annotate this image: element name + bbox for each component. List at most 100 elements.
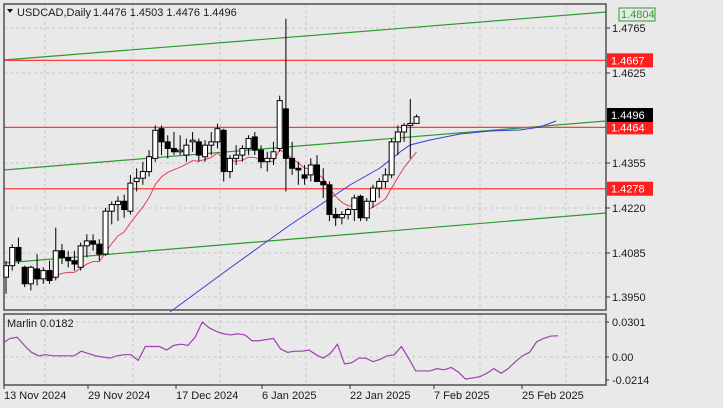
level-price-badge — [607, 181, 653, 196]
channel-middle-line[interactable] — [3, 120, 607, 171]
candle-body — [77, 245, 84, 268]
candle[interactable] — [282, 18, 289, 192]
indicator-tick-label: -0.0214 — [612, 375, 649, 387]
candle[interactable] — [83, 234, 90, 258]
candle[interactable] — [158, 125, 165, 156]
candle[interactable] — [388, 138, 395, 179]
candle[interactable] — [314, 155, 320, 182]
current-price-badge — [607, 108, 653, 122]
candle[interactable] — [21, 265, 28, 288]
main-pane — [4, 4, 606, 310]
candle[interactable] — [77, 242, 84, 271]
candle[interactable] — [96, 239, 103, 261]
marlin-line — [2, 321, 559, 380]
candle-body — [413, 116, 420, 124]
candle[interactable] — [239, 145, 246, 162]
candle[interactable] — [214, 123, 221, 149]
candle-body — [233, 154, 240, 159]
candle[interactable] — [233, 145, 240, 165]
candle[interactable] — [40, 267, 47, 284]
candle-body — [351, 197, 358, 211]
candle[interactable] — [357, 194, 364, 222]
candle-body — [332, 213, 339, 219]
candle-body — [127, 182, 134, 212]
candle-body — [177, 149, 184, 153]
candle[interactable] — [146, 150, 153, 177]
candle-body — [289, 157, 296, 169]
candle[interactable] — [295, 161, 302, 185]
candle[interactable] — [345, 207, 352, 220]
candle-body — [90, 240, 97, 245]
candle[interactable] — [245, 135, 252, 156]
candle[interactable] — [108, 201, 115, 225]
candle-body — [320, 180, 327, 186]
candle[interactable] — [71, 250, 78, 271]
candle[interactable] — [34, 254, 41, 286]
triangle-down-icon[interactable] — [7, 9, 13, 13]
candle-body — [121, 200, 128, 211]
candle[interactable] — [15, 237, 22, 264]
candle[interactable] — [226, 155, 233, 179]
candle[interactable] — [121, 194, 128, 218]
candle[interactable] — [177, 135, 184, 156]
candle[interactable] — [413, 114, 420, 124]
candle[interactable] — [9, 244, 16, 271]
candle[interactable] — [189, 131, 196, 152]
candle[interactable] — [301, 164, 308, 185]
candle[interactable] — [326, 181, 333, 222]
time-label: 22 Jan 2025 — [350, 390, 411, 402]
candle[interactable] — [52, 227, 59, 281]
candle-body — [71, 260, 78, 265]
candle-body — [239, 147, 246, 156]
channel-upper-line[interactable] — [3, 11, 607, 61]
candle[interactable] — [307, 158, 314, 182]
candle[interactable] — [220, 128, 227, 182]
candle[interactable] — [152, 125, 159, 162]
moving-average-fast — [24, 148, 417, 281]
candle-body — [9, 246, 16, 267]
candle[interactable] — [46, 260, 53, 284]
candle[interactable] — [114, 196, 121, 222]
candle[interactable] — [133, 168, 140, 192]
candle[interactable] — [139, 161, 146, 185]
candle-body — [202, 144, 209, 158]
time-label: 7 Feb 2025 — [434, 390, 490, 402]
candle[interactable] — [270, 141, 277, 165]
candle[interactable] — [276, 95, 283, 152]
candle-body — [183, 144, 190, 156]
candle[interactable] — [320, 168, 327, 198]
candle-body — [407, 122, 414, 126]
candle[interactable] — [258, 145, 265, 169]
candle[interactable] — [183, 138, 190, 162]
candle[interactable] — [251, 131, 258, 156]
candle[interactable] — [65, 250, 72, 268]
candle[interactable] — [407, 98, 414, 159]
candle[interactable] — [394, 125, 401, 156]
candle[interactable] — [127, 174, 134, 215]
candle[interactable] — [264, 151, 271, 172]
candle[interactable] — [369, 184, 376, 208]
candle-body — [46, 270, 53, 281]
candle-body — [245, 138, 252, 149]
candle[interactable] — [208, 131, 215, 156]
candle[interactable] — [376, 178, 383, 198]
candle[interactable] — [338, 211, 345, 225]
candle[interactable] — [90, 234, 97, 251]
candle[interactable] — [351, 194, 358, 222]
candle[interactable] — [102, 207, 109, 256]
candle[interactable] — [382, 168, 389, 189]
candle[interactable] — [401, 123, 408, 142]
candle-body — [52, 250, 59, 278]
candle[interactable] — [27, 265, 34, 291]
candle-body — [220, 129, 227, 173]
candle[interactable] — [202, 140, 209, 162]
candle[interactable] — [170, 131, 177, 156]
candle[interactable] — [289, 141, 296, 175]
candle[interactable] — [332, 207, 339, 227]
candle[interactable] — [58, 244, 65, 264]
candle[interactable] — [363, 197, 370, 222]
candle[interactable] — [195, 138, 202, 162]
grid — [4, 4, 606, 385]
candle[interactable] — [164, 135, 171, 159]
